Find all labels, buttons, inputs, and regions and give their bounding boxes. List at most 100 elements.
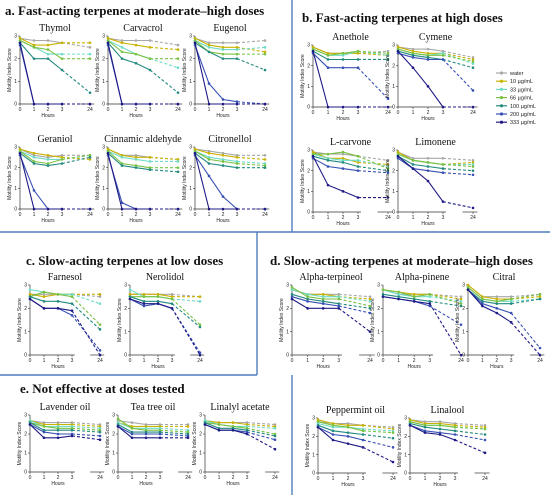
series-line bbox=[291, 296, 339, 307]
data-point bbox=[438, 422, 442, 425]
data-point bbox=[106, 149, 110, 153]
data-point bbox=[346, 431, 350, 434]
data-point bbox=[134, 153, 138, 157]
data-point bbox=[453, 429, 457, 433]
data-point bbox=[306, 295, 309, 298]
x-tick-label: 3 bbox=[149, 107, 152, 113]
data-point bbox=[70, 314, 74, 317]
series-6 bbox=[466, 288, 542, 357]
data-point bbox=[356, 49, 360, 53]
data-point bbox=[316, 418, 320, 422]
x-axis-label: Hours bbox=[41, 218, 55, 224]
chart-1: Carvacrol 0 1 2 3 0 1 2 3 24 Hours Motility Index S… bbox=[95, 23, 183, 119]
chart-0: Thymol 0 1 2 3 0 1 2 3 24 Hours Motility Index Scor… bbox=[7, 23, 95, 119]
y-tick-label: 3 bbox=[377, 283, 380, 289]
data-point bbox=[481, 304, 484, 308]
y-tick-label: 0 bbox=[14, 102, 17, 108]
data-point bbox=[176, 43, 180, 47]
data-point bbox=[144, 423, 148, 426]
data-point bbox=[46, 43, 50, 47]
x-tick-label: 2 bbox=[222, 212, 225, 218]
x-axis-label: Hours bbox=[490, 364, 504, 370]
data-point bbox=[412, 297, 416, 301]
data-point bbox=[88, 91, 92, 94]
data-point bbox=[207, 50, 211, 54]
data-point bbox=[381, 293, 385, 296]
data-point bbox=[32, 162, 36, 165]
data-point bbox=[341, 54, 345, 57]
data-point bbox=[483, 427, 487, 431]
data-point bbox=[321, 307, 325, 310]
series-4 bbox=[18, 151, 92, 167]
x-tick-label: 0 bbox=[19, 212, 22, 218]
y-axis-label: Motility Index Score bbox=[95, 48, 101, 92]
data-point bbox=[311, 154, 315, 158]
data-point bbox=[428, 293, 432, 296]
data-point bbox=[60, 41, 64, 45]
series-line-dashed bbox=[362, 446, 394, 463]
series-line bbox=[312, 153, 358, 161]
series-line-dashed bbox=[511, 293, 541, 300]
data-point bbox=[142, 295, 146, 298]
data-point bbox=[158, 430, 162, 434]
data-point bbox=[217, 428, 221, 432]
y-tick-label: 2 bbox=[124, 306, 127, 312]
x-tick-label: 0 bbox=[317, 476, 320, 482]
data-point bbox=[235, 46, 239, 49]
data-point bbox=[495, 307, 499, 310]
y-tick-label: 1 bbox=[312, 452, 315, 458]
x-tick-label: 24 bbox=[272, 475, 278, 481]
data-point bbox=[337, 293, 341, 296]
y-tick-label: 1 bbox=[24, 451, 27, 457]
series-line-dashed bbox=[159, 433, 189, 437]
x-tick-label: 0 bbox=[397, 215, 400, 221]
data-point bbox=[341, 105, 345, 109]
data-point bbox=[459, 300, 463, 303]
data-point bbox=[207, 82, 211, 85]
data-point bbox=[326, 54, 330, 57]
data-point bbox=[471, 89, 475, 92]
data-point bbox=[217, 427, 221, 430]
y-axis-label: Motility Index Score bbox=[17, 298, 23, 342]
data-point bbox=[46, 39, 50, 42]
data-point bbox=[203, 423, 207, 426]
x-tick-label: 0 bbox=[409, 476, 412, 482]
data-point bbox=[221, 102, 225, 106]
data-point bbox=[198, 323, 202, 326]
y-tick-label: 3 bbox=[307, 148, 310, 154]
data-point bbox=[411, 47, 415, 51]
chart-grid: Thymol 0 1 2 3 0 1 2 3 24 Hours Motility Index Scor… bbox=[7, 23, 545, 488]
data-point bbox=[221, 57, 225, 60]
data-point bbox=[130, 421, 134, 424]
legend-marker bbox=[499, 71, 504, 75]
y-axis-label: Motility Index Score bbox=[95, 156, 101, 200]
series-line-dashed bbox=[454, 424, 486, 428]
y-tick-label: 0 bbox=[286, 353, 289, 359]
x-tick-label: 3 bbox=[159, 475, 162, 481]
series-line bbox=[194, 148, 238, 158]
x-tick-label: 0 bbox=[29, 475, 32, 481]
y-tick-label: 2 bbox=[189, 165, 192, 171]
data-point bbox=[471, 163, 475, 166]
series-line-dashed bbox=[442, 50, 474, 58]
data-point bbox=[18, 36, 22, 40]
x-tick-label: 1 bbox=[306, 358, 309, 364]
series-line bbox=[291, 286, 339, 300]
data-point bbox=[198, 300, 202, 303]
series-4 bbox=[193, 41, 267, 72]
x-tick-label: 24 bbox=[367, 358, 373, 364]
data-point bbox=[386, 49, 390, 53]
data-point bbox=[411, 56, 415, 59]
x-tick-label: 24 bbox=[262, 107, 268, 113]
series-line-dashed bbox=[71, 303, 101, 330]
data-point bbox=[438, 431, 442, 434]
chart-14: Citral 0 1 2 3 0 1 2 3 24 Hours Motility Index Scor… bbox=[455, 272, 545, 370]
data-point bbox=[148, 156, 152, 159]
data-point bbox=[144, 436, 148, 440]
data-point bbox=[326, 156, 330, 160]
chart-title: Eugenol bbox=[213, 23, 247, 34]
data-point bbox=[130, 432, 134, 436]
x-tick-label: 3 bbox=[454, 476, 457, 482]
data-point bbox=[245, 428, 249, 432]
data-point bbox=[32, 156, 36, 159]
